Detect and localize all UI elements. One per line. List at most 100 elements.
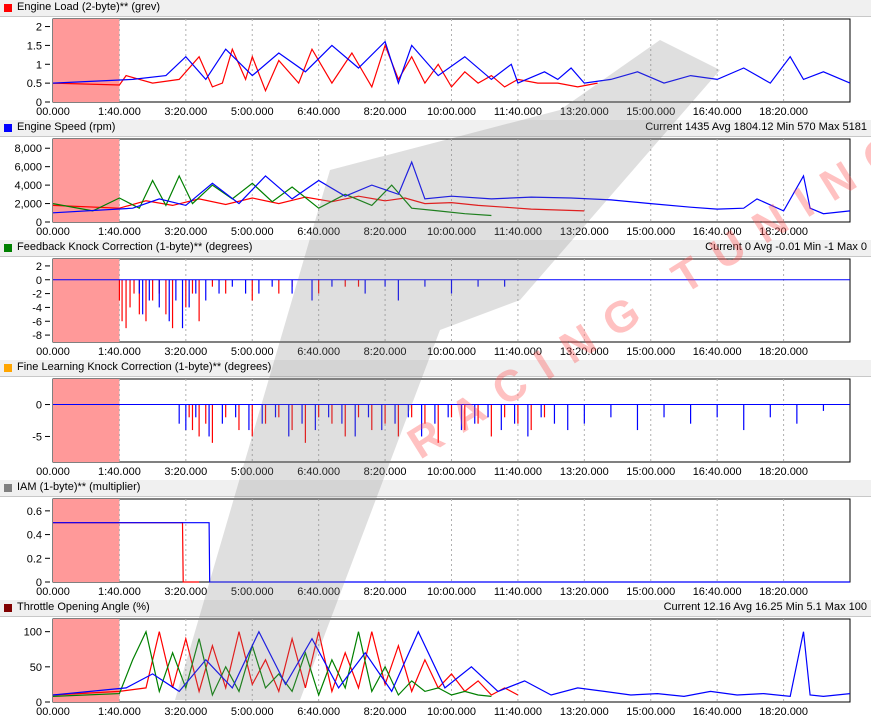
y-tick-label: 2 bbox=[36, 22, 42, 34]
x-tick-label: 1:40.000 bbox=[98, 586, 141, 598]
x-tick-label: 00.000 bbox=[36, 466, 70, 478]
x-tick-label: 15:00.000 bbox=[626, 346, 675, 358]
shaded-region bbox=[53, 619, 120, 702]
engine-speed-plot[interactable]: 00.000 1:40.000 3:20.000 5:00.000 6:40.000 8:… bbox=[0, 136, 871, 240]
series-swatch bbox=[4, 244, 12, 252]
x-tick-label: 10:00.000 bbox=[427, 586, 476, 598]
series-line bbox=[52, 195, 585, 212]
y-tick-label: 0 bbox=[36, 400, 42, 412]
series-line bbox=[52, 630, 851, 698]
x-tick-label: 00.000 bbox=[36, 586, 70, 598]
y-tick-label: 0 bbox=[36, 217, 42, 229]
series-swatch bbox=[4, 604, 12, 612]
panel-header: Feedback Knock Correction (1-byte)** (de… bbox=[0, 240, 871, 257]
y-tick-label: 8,000 bbox=[14, 143, 42, 155]
x-tick-label: 1:40.000 bbox=[98, 106, 141, 118]
y-tick-label: 0.2 bbox=[27, 553, 42, 565]
engine-load-plot[interactable]: 00.000 1:40.000 3:20.000 5:00.000 6:40.000 8:… bbox=[0, 16, 871, 120]
x-tick-label: 3:20.000 bbox=[164, 226, 207, 238]
x-tick-label: 15:00.000 bbox=[626, 466, 675, 478]
panel-header: Throttle Opening Angle (%) Current 12.16… bbox=[0, 600, 871, 617]
x-tick-label: 18:20.000 bbox=[759, 346, 808, 358]
x-tick-label: 6:40.000 bbox=[297, 586, 340, 598]
iam-plot[interactable]: 00.000 1:40.000 3:20.000 5:00.000 6:40.000 8:… bbox=[0, 496, 871, 600]
x-tick-label: 18:20.000 bbox=[759, 706, 808, 718]
x-tick-label: 11:40.000 bbox=[494, 226, 542, 238]
x-tick-label: 15:00.000 bbox=[626, 706, 675, 718]
x-tick-label: 8:20.000 bbox=[364, 706, 407, 718]
shaded-region bbox=[53, 379, 120, 462]
x-tick-label: 8:20.000 bbox=[364, 346, 407, 358]
x-tick-label: 3:20.000 bbox=[164, 346, 207, 358]
panel-stats: Current 12.16 Avg 16.25 Min 5.1 Max 100 bbox=[663, 601, 867, 613]
x-tick-label: 00.000 bbox=[36, 346, 70, 358]
y-tick-label: 1.5 bbox=[27, 40, 42, 52]
throttle-panel: Throttle Opening Angle (%) Current 12.16… bbox=[0, 600, 871, 720]
x-tick-label: 11:40.000 bbox=[494, 706, 542, 718]
series-swatch bbox=[4, 124, 12, 132]
series-line bbox=[52, 160, 851, 215]
series-line bbox=[52, 629, 492, 697]
x-tick-label: 13:20.000 bbox=[560, 706, 609, 718]
x-tick-label: 18:20.000 bbox=[759, 106, 808, 118]
feedback-knock-panel: Feedback Knock Correction (1-byte)** (de… bbox=[0, 240, 871, 360]
iam-panel: IAM (1-byte)** (multiplier) 00.000 1:40.0… bbox=[0, 480, 871, 600]
shaded-region bbox=[53, 259, 120, 342]
x-tick-label: 11:40.000 bbox=[494, 586, 542, 598]
x-tick-label: 5:00.000 bbox=[231, 106, 274, 118]
x-tick-label: 1:40.000 bbox=[98, 706, 141, 718]
throttle-plot[interactable]: 00.000 1:40.000 3:20.000 5:00.000 6:40.000 8:… bbox=[0, 616, 871, 720]
panel-header: Engine Load (2-byte)** (grev) bbox=[0, 0, 871, 17]
series-swatch bbox=[4, 4, 12, 12]
y-tick-label: 6,000 bbox=[14, 162, 42, 174]
x-tick-label: 6:40.000 bbox=[297, 346, 340, 358]
x-tick-label: 16:40.000 bbox=[693, 106, 742, 118]
x-tick-label: 6:40.000 bbox=[297, 706, 340, 718]
series-swatch bbox=[4, 484, 12, 492]
y-tick-label: 50 bbox=[30, 662, 42, 674]
panel-title: Engine Speed (rpm) bbox=[17, 121, 116, 133]
shaded-region bbox=[53, 19, 120, 102]
feedback-knock-plot[interactable]: 00.000 1:40.000 3:20.000 5:00.000 6:40.000 8:… bbox=[0, 256, 871, 360]
engine-speed-panel: Engine Speed (rpm) Current 1435 Avg 1804… bbox=[0, 120, 871, 240]
y-tick-label: 100 bbox=[24, 627, 42, 639]
x-tick-label: 5:00.000 bbox=[231, 226, 274, 238]
x-tick-label: 10:00.000 bbox=[427, 226, 476, 238]
y-tick-label: 0 bbox=[36, 697, 42, 709]
x-tick-label: 8:20.000 bbox=[364, 106, 407, 118]
x-tick-label: 3:20.000 bbox=[164, 586, 207, 598]
y-tick-label: 0.6 bbox=[27, 506, 42, 518]
y-tick-label: -5 bbox=[32, 431, 42, 443]
y-tick-label: 0 bbox=[36, 97, 42, 109]
panel-title: Fine Learning Knock Correction (1-byte)*… bbox=[17, 361, 272, 373]
y-tick-label: 0 bbox=[36, 275, 42, 287]
y-tick-label: 0.4 bbox=[27, 530, 42, 542]
y-tick-label: -4 bbox=[32, 302, 42, 314]
x-tick-label: 3:20.000 bbox=[164, 106, 207, 118]
x-tick-label: 8:20.000 bbox=[364, 226, 407, 238]
panel-header: Fine Learning Knock Correction (1-byte)*… bbox=[0, 360, 871, 377]
x-tick-label: 16:40.000 bbox=[693, 586, 742, 598]
x-tick-label: 16:40.000 bbox=[693, 706, 742, 718]
x-tick-label: 8:20.000 bbox=[364, 586, 407, 598]
x-tick-label: 6:40.000 bbox=[297, 226, 340, 238]
panel-title: IAM (1-byte)** (multiplier) bbox=[17, 481, 141, 493]
x-tick-label: 00.000 bbox=[36, 106, 70, 118]
x-tick-label: 13:20.000 bbox=[560, 106, 609, 118]
x-tick-label: 18:20.000 bbox=[759, 586, 808, 598]
x-tick-label: 3:20.000 bbox=[164, 706, 207, 718]
x-tick-label: 1:40.000 bbox=[98, 466, 141, 478]
x-tick-label: 10:00.000 bbox=[427, 106, 476, 118]
fine-learning-knock-plot[interactable]: 00.000 1:40.000 3:20.000 5:00.000 6:40.000 8:… bbox=[0, 376, 871, 480]
x-tick-label: 13:20.000 bbox=[560, 586, 609, 598]
shaded-region bbox=[53, 499, 120, 582]
x-tick-label: 10:00.000 bbox=[427, 346, 476, 358]
y-tick-label: -2 bbox=[32, 289, 42, 301]
x-tick-label: 16:40.000 bbox=[693, 466, 742, 478]
panel-header: IAM (1-byte)** (multiplier) bbox=[0, 480, 871, 497]
y-tick-label: 0.5 bbox=[27, 78, 42, 90]
panel-stats: Current 0 Avg -0.01 Min -1 Max 0 bbox=[705, 241, 867, 253]
y-tick-label: 2 bbox=[36, 261, 42, 273]
x-tick-label: 15:00.000 bbox=[626, 106, 675, 118]
series-line bbox=[52, 43, 598, 93]
